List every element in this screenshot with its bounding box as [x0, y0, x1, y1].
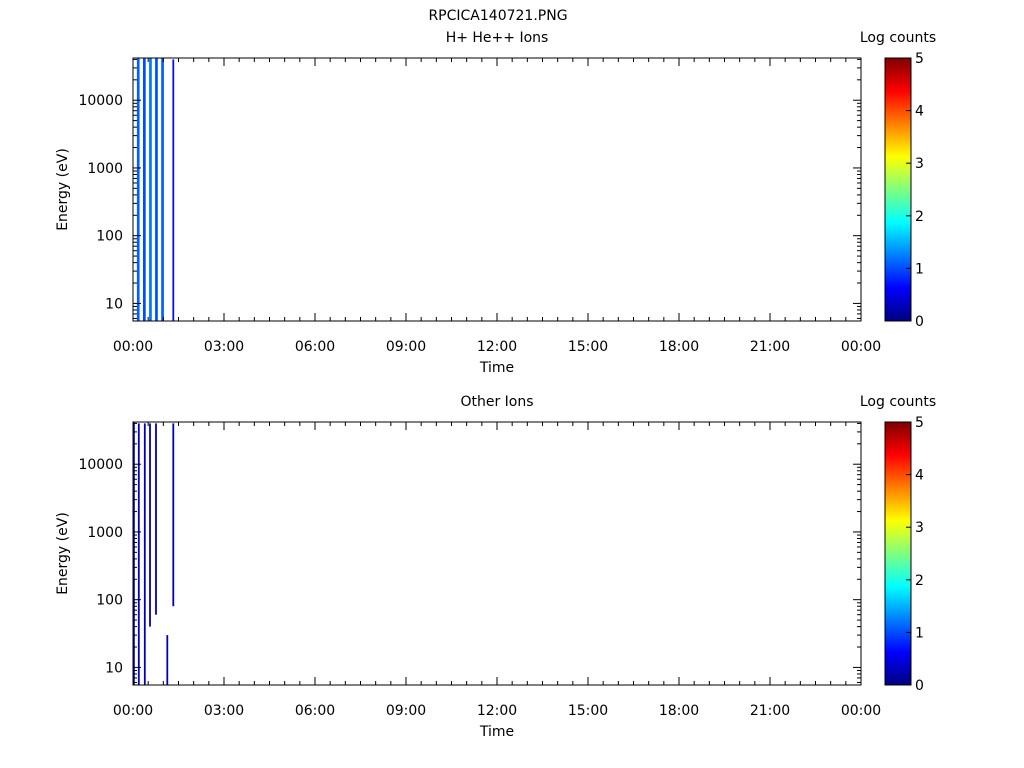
- colorbar-tick-label: 3: [915, 520, 924, 536]
- x-tick-label: 09:00: [386, 339, 426, 355]
- x-tick-label: 00:00: [113, 703, 153, 719]
- colorbar-tick-label: 0: [915, 314, 924, 330]
- colorbar-tick-label: 2: [915, 573, 924, 589]
- y-tick-label: 100: [96, 593, 123, 609]
- x-tick-label: 21:00: [750, 339, 790, 355]
- plot-frame: [132, 421, 862, 686]
- data-column: [172, 423, 175, 607]
- y-tick-label: 1000: [87, 525, 123, 541]
- x-tick-label: 00:00: [841, 339, 881, 355]
- x-tick-label: 00:00: [841, 703, 881, 719]
- panel-title: H+ He++ Ions: [446, 30, 549, 46]
- x-tick-label: 21:00: [750, 703, 790, 719]
- data-column: [166, 635, 169, 685]
- data-column: [149, 423, 151, 627]
- colorbar: 0 1 2 3 4 5 Log counts: [860, 30, 936, 330]
- x-axis-label: Time: [479, 360, 514, 376]
- colorbar-tick-label: 2: [915, 209, 924, 225]
- colorbar-tick-label: 4: [915, 104, 924, 120]
- y-tick-label: 10000: [78, 93, 123, 109]
- colorbar-label: Log counts: [860, 30, 936, 46]
- data-column: [172, 59, 175, 322]
- colorbar-tick-label: 1: [915, 261, 924, 277]
- x-tick-label: 09:00: [386, 703, 426, 719]
- colorbar-tick-label: 5: [915, 51, 924, 67]
- x-tick-label: 18:00: [659, 339, 699, 355]
- data-column: [155, 423, 157, 615]
- x-tick-label: 15:00: [568, 703, 608, 719]
- data-column: [161, 58, 164, 321]
- data-column: [136, 58, 140, 321]
- panel-title: Other Ions: [460, 394, 533, 410]
- x-tick-label: 00:00: [113, 339, 153, 355]
- data-columns: [136, 58, 175, 322]
- data-column: [143, 423, 146, 685]
- data-column: [143, 58, 146, 321]
- data-column: [149, 58, 152, 321]
- x-tick-label: 18:00: [659, 703, 699, 719]
- y-axis-label: Energy (eV): [55, 512, 71, 595]
- x-tick-label: 12:00: [477, 703, 517, 719]
- y-tick-label: 10: [105, 296, 123, 312]
- colorbar-tick-label: 4: [915, 468, 924, 484]
- y-tick-label: 10000: [78, 457, 123, 473]
- colorbar-label: Log counts: [860, 394, 936, 410]
- x-tick-label: 03:00: [204, 339, 244, 355]
- x-tick-label: 12:00: [477, 339, 517, 355]
- x-tick-label: 06:00: [295, 703, 335, 719]
- x-axis-label: Time: [479, 724, 514, 740]
- panel-1: 00:00 03:00 06:00 09:00 12:00 15:00 18:00 21:00…: [55, 30, 936, 376]
- data-column: [155, 58, 158, 321]
- y-tick-label: 1000: [87, 161, 123, 177]
- panel-2: 00:00 03:00 06:00 09:00 12:00 15:00 18:00 21:00…: [55, 394, 936, 740]
- y-tick-label: 100: [96, 229, 123, 245]
- colorbar-tick-label: 1: [915, 625, 924, 641]
- data-columns: [133, 422, 175, 685]
- y-tick-label: 10: [105, 660, 123, 676]
- data-column: [137, 423, 140, 685]
- colorbar-gradient: [884, 421, 912, 686]
- x-tick-label: 06:00: [295, 339, 335, 355]
- y-axis-label: Energy (eV): [55, 148, 71, 231]
- colorbar-gradient: [884, 57, 912, 322]
- x-tick-label: 03:00: [204, 703, 244, 719]
- colorbar: 0 1 2 3 4 5 Log counts: [860, 394, 936, 694]
- colorbar-tick-label: 5: [915, 415, 924, 431]
- figure-title: RPCICA140721.PNG: [428, 8, 567, 24]
- data-column: [133, 422, 135, 685]
- x-tick-label: 15:00: [568, 339, 608, 355]
- plot-frame: [132, 57, 862, 322]
- colorbar-tick-label: 3: [915, 156, 924, 172]
- colorbar-tick-label: 0: [915, 678, 924, 694]
